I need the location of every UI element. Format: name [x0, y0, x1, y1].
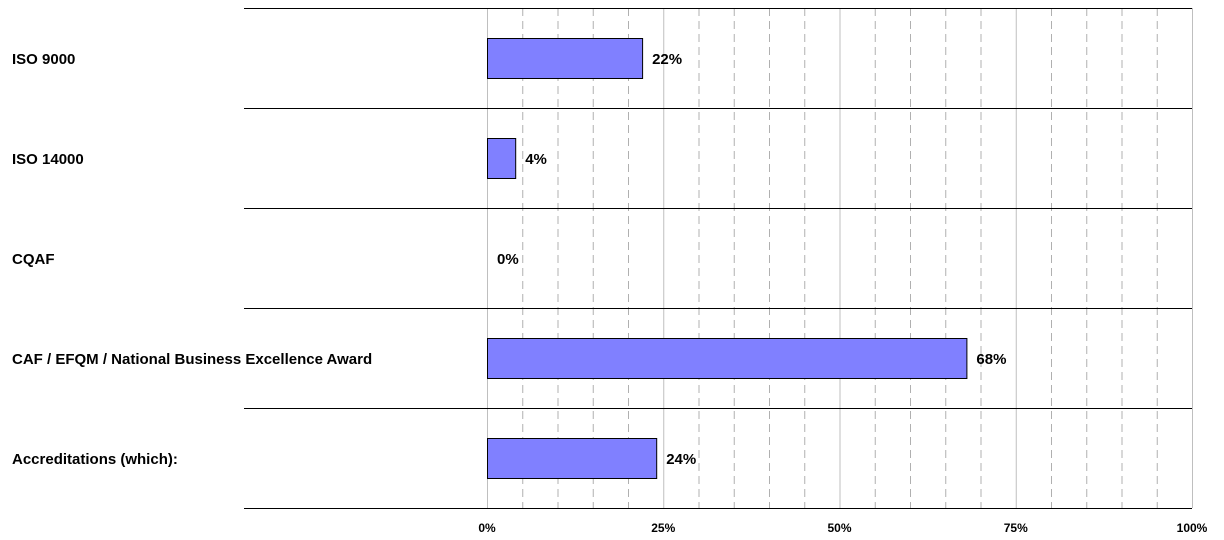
category-label: CAF / EFQM / National Business Excellenc…: [12, 351, 372, 368]
bars: [487, 38, 968, 479]
x-axis-tick-labels: 0% 25% 50% 75% 100%: [478, 521, 1207, 535]
value-label: 22%: [652, 51, 682, 68]
x-tick-label: 75%: [1004, 521, 1028, 535]
x-tick-label: 100%: [1177, 521, 1208, 535]
x-tick-label: 0%: [478, 521, 496, 535]
category-label: ISO 9000: [12, 51, 75, 68]
x-tick-label: 50%: [827, 521, 851, 535]
category-label: CQAF: [12, 251, 55, 268]
value-labels: 22% 4% 0% 68% 24%: [497, 51, 1006, 468]
bar: [487, 338, 968, 379]
x-tick-label: 25%: [651, 521, 675, 535]
minor-gridlines: [522, 8, 1158, 508]
category-labels: ISO 9000 ISO 14000 CQAF CAF / EFQM / Nation…: [12, 51, 372, 468]
category-label: Accreditations (which):: [12, 451, 178, 468]
value-label: 68%: [976, 351, 1006, 368]
value-label: 24%: [666, 451, 696, 468]
major-gridlines: [487, 8, 1193, 508]
category-label: ISO 14000: [12, 151, 84, 168]
row-separators: [244, 8, 1192, 509]
bar: [487, 438, 658, 479]
value-label: 4%: [525, 151, 547, 168]
value-label: 0%: [497, 251, 519, 268]
bar: [487, 138, 517, 179]
bar: [487, 38, 644, 79]
